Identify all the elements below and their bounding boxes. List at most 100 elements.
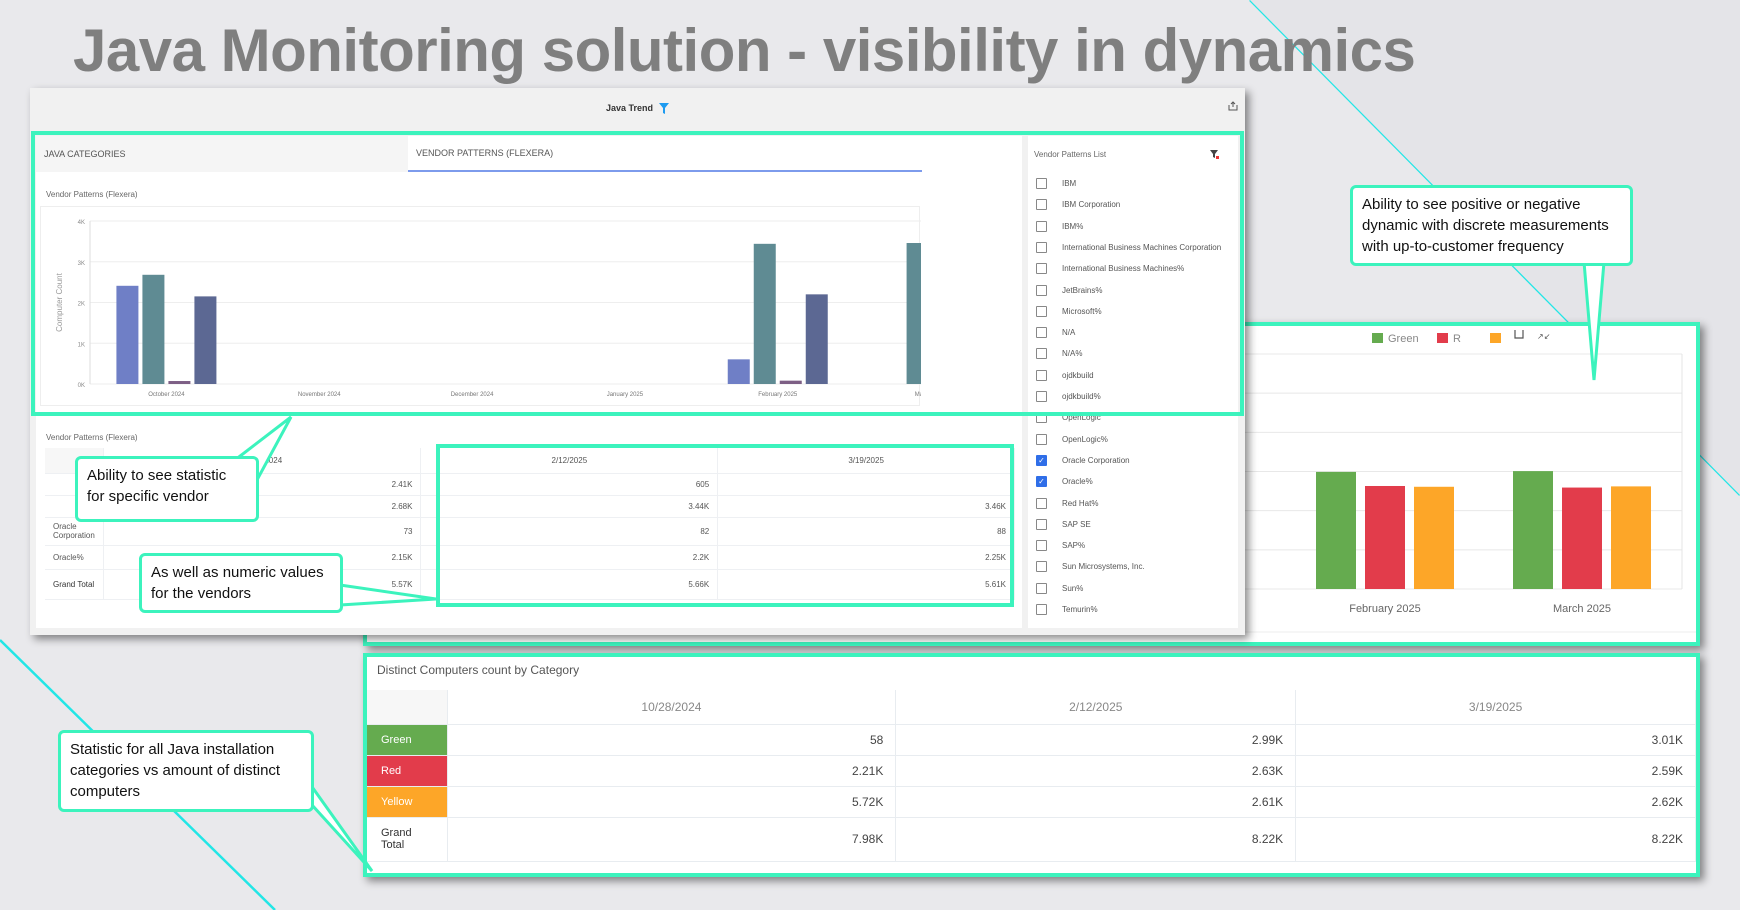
vendor-list-item[interactable]: OpenLogic [1036,412,1101,424]
checkbox[interactable] [1036,582,1047,594]
x-tick-label: February 2025 [1349,603,1421,615]
vendor-list-item[interactable]: ojdkbuild [1036,369,1094,381]
category-bar[interactable] [1414,486,1454,589]
checkbox[interactable] [1036,241,1047,253]
vendor-list-item[interactable]: OpenLogic% [1036,433,1108,445]
checkbox[interactable] [1036,220,1047,232]
legend-label[interactable]: Green [1388,333,1419,345]
vendor-list-item[interactable]: SAP% [1036,540,1086,552]
vendor-list-item[interactable]: IBM Corporation [1036,199,1120,211]
vendor-list-item[interactable]: International Business Machines Corporat… [1036,241,1222,253]
value-cell: 73 [103,517,422,546]
checkbox[interactable] [1036,305,1047,317]
checkbox[interactable] [1036,412,1047,424]
checkbox[interactable] [1036,199,1047,211]
category-bar[interactable] [1513,471,1553,589]
checkbox[interactable] [1036,369,1047,381]
category-bar[interactable] [1611,486,1651,589]
vendor-label: Oracle% [1062,477,1093,487]
vendor-chart-frame: 0K 1K 2K 3K 4K Computer Count October 2024 Nove… [40,206,1007,406]
tab-vendor-patterns[interactable]: VENDOR PATTERNS (FLEXERA) [408,136,922,172]
vendor-bar[interactable] [142,274,165,384]
column-header: 10/28/2024 [447,690,897,725]
vendor-list-item[interactable]: Temurin% [1036,604,1098,615]
vendor-list-item[interactable]: International Business Machines% [1036,263,1184,275]
vendor-label: ojdkbuild [1062,370,1094,380]
vendor-label: ojdkbuild% [1062,392,1101,401]
value-cell: 2.21K [447,755,897,787]
checkbox[interactable] [1036,263,1047,275]
callout-vendor-statistic: Ability to see statistic for specific ve… [75,456,259,522]
expand-icon[interactable]: ↗↙ [1537,332,1550,341]
vendor-bar[interactable] [168,381,191,384]
vendor-list-item[interactable]: IBM% [1036,220,1083,232]
vendor-list-item[interactable]: Red Hat% [1036,497,1098,509]
checkbox[interactable]: ✓ [1036,454,1047,466]
vendor-list-item[interactable]: ojdkbuild% [1036,391,1101,402]
table-row: Red 2.21K 2.63K 2.59K [367,755,1696,787]
vendor-label: Sun% [1062,583,1084,593]
vendor-bar[interactable] [727,359,750,384]
vendor-list-item[interactable]: Sun Microsystems, Inc. [1036,561,1145,573]
table-row: Yellow 5.72K 2.61K 2.62K [367,786,1696,818]
category-count-table: 10/28/2024 2/12/2025 3/19/2025 Green 58 2.99K… [367,690,1696,862]
legend-label[interactable]: R [1453,333,1461,345]
vendor-list-item[interactable]: SAP SE [1036,518,1091,530]
value-cell: 2.99K [895,724,1297,756]
vendor-bar[interactable] [779,380,802,384]
value-cell: 7.98K [447,817,897,862]
vendor-label: OpenLogic% [1062,434,1108,444]
vendor-label: SAP% [1062,541,1086,551]
vendor-label: International Business Machines Corporat… [1062,242,1222,252]
value-cell: 5.61K [717,569,1015,600]
vendor-table-title: Vendor Patterns (Flexera) [46,433,138,442]
row-label: Grand Total [45,569,104,600]
checkbox[interactable] [1036,540,1047,552]
vendor-list-item[interactable]: Microsoft% [1036,305,1102,317]
value-cell: 5.66K [420,569,719,600]
y-tick-label: 1K [78,342,85,348]
checkbox[interactable] [1036,391,1047,402]
checkbox[interactable] [1036,497,1047,509]
value-cell: 3.01K [1295,724,1696,756]
checkbox[interactable] [1036,327,1047,339]
export-icon[interactable] [1514,330,1524,339]
value-cell: 5.72K [447,786,897,818]
vendor-list-item[interactable]: JetBrains% [1036,284,1102,296]
vendor-list-item[interactable]: IBM [1036,178,1076,189]
checkbox[interactable]: ✓ [1036,476,1047,488]
checkbox[interactable] [1036,178,1047,189]
vendor-list-item[interactable]: N/A% [1036,348,1082,360]
vendor-list-item[interactable]: N/A [1036,327,1075,339]
clear-filter-icon[interactable] [1210,150,1219,159]
filter-icon[interactable] [659,102,670,114]
checkbox[interactable] [1036,561,1047,573]
column-header: 3/19/2025 [1295,690,1696,725]
vendor-label: Sun Microsystems, Inc. [1062,562,1145,572]
checkbox[interactable] [1036,518,1047,530]
checkbox[interactable] [1036,433,1047,445]
vendor-list-item[interactable]: ✓ Oracle% [1036,476,1093,488]
category-bar[interactable] [1562,487,1602,589]
checkbox[interactable] [1036,348,1047,360]
vendor-bar[interactable] [116,285,139,384]
vendor-bar[interactable] [805,294,828,384]
table-row: Grand Total 7.98K 8.22K 8.22K [367,817,1696,862]
x-tick-label: December 2024 [451,392,494,398]
vendor-list-item[interactable]: ✓ Oracle Corporation [1036,454,1130,466]
java-trend-dashboard: Java Trend JAVA CATEGORIES VENDOR PATTER… [30,88,1245,635]
tab-java-categories[interactable]: JAVA CATEGORIES [36,136,408,172]
vendor-list-item[interactable]: Sun% [1036,582,1084,594]
value-cell: 3.46K [717,495,1015,518]
table-row: Oracle Corporation 73 82 88 [45,517,1015,546]
vendor-bar[interactable] [194,296,217,384]
checkbox[interactable] [1036,284,1047,296]
y-tick-label: 4K [78,220,85,226]
checkbox[interactable] [1036,604,1047,615]
value-cell: 605 [420,473,719,496]
vendor-bar[interactable] [906,243,929,384]
category-bar[interactable] [1365,485,1405,589]
category-bar[interactable] [1316,471,1356,589]
share-icon[interactable] [1228,101,1238,111]
vendor-bar[interactable] [753,243,776,384]
